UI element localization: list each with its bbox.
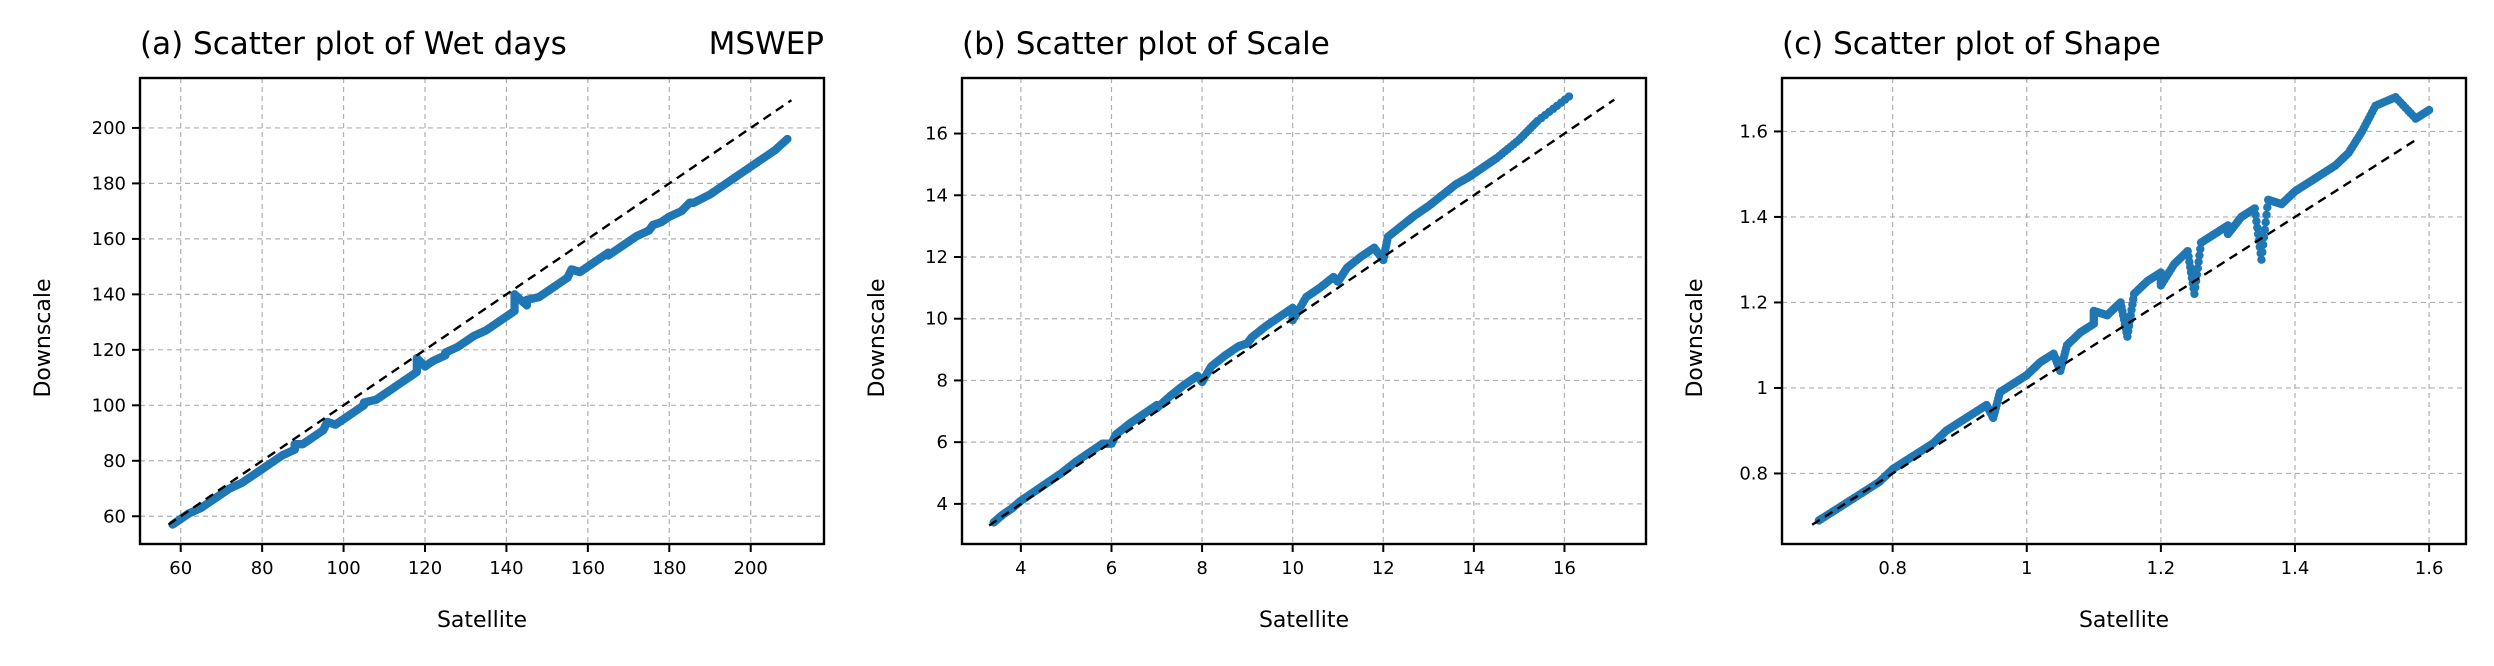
scatter-point: [2129, 295, 2138, 304]
x-axis-label: Satellite: [1259, 608, 1349, 633]
scatter-point: [2253, 223, 2262, 232]
plot-frame: [1780, 76, 2468, 546]
scatter-point: [2196, 244, 2205, 254]
scatter-point: [2262, 210, 2271, 220]
x-axis-label: Satellite: [2079, 608, 2169, 633]
y-tick-label: 16: [925, 124, 948, 145]
x-tick-label: 160: [571, 558, 605, 579]
scatter-point: [2195, 251, 2204, 260]
y-tick-label: 160: [92, 229, 126, 250]
x-tick-label: 12: [1372, 558, 1395, 579]
y-tick-label: 200: [92, 118, 126, 139]
axis-ticks: 0.8 1 1.2 1.4 1.6 0.8 1 1.2 1.4 1.6: [1739, 121, 2443, 579]
one-to-one-line: [167, 99, 793, 526]
x-tick-label: 1: [2021, 558, 2032, 579]
one-to-one-line: [988, 98, 1615, 527]
x-tick-label: 1.4: [2281, 558, 2310, 579]
x-tick-label: 10: [1281, 558, 1304, 579]
x-tick-label: 200: [734, 558, 768, 579]
y-tick-label: 14: [925, 185, 948, 206]
scatter-point: [2251, 210, 2260, 220]
y-tick-label: 60: [103, 506, 126, 527]
y-tick-label: 10: [925, 309, 948, 330]
y-tick-label: 1: [1757, 378, 1768, 399]
panel-title: (b) Scatter plot of Scale: [962, 26, 1330, 62]
scatter-point: [2258, 248, 2267, 257]
x-tick-label: 14: [1462, 558, 1485, 579]
y-tick-label: 120: [92, 340, 126, 361]
scatter-point: [2423, 106, 2432, 116]
scatter-point: [2192, 270, 2202, 279]
y-tick-label: 0.8: [1739, 463, 1768, 484]
scatter-point: [2261, 218, 2270, 227]
scatter-point: [2258, 240, 2268, 249]
y-axis-label: Downscale: [31, 278, 56, 397]
x-tick-label: 100: [326, 558, 360, 579]
x-tick-label: 0.8: [1878, 558, 1907, 579]
panel-title: (a) Scatter plot of Wet days: [140, 26, 567, 62]
y-tick-label: 1.2: [1739, 292, 1768, 313]
x-tick-label: 140: [489, 558, 523, 579]
y-axis-label: Downscale: [1683, 278, 1708, 397]
y-tick-label: 180: [92, 173, 126, 194]
scatter-point: [2191, 283, 2200, 292]
scatter-point: [2193, 264, 2202, 273]
panel-shape: (c) Scatter plot of Shape Satellite Down…: [1683, 26, 2468, 633]
y-tick-label: 80: [103, 451, 126, 472]
scatter-point: [1530, 119, 1540, 128]
y-tick-label: 1.4: [1739, 207, 1768, 228]
scatter-point: [2260, 225, 2270, 234]
x-tick-label: 16: [1553, 558, 1576, 579]
panel-wet-days: (a) Scatter plot of Wet days MSWEP Satel…: [31, 26, 826, 633]
y-tick-label: 12: [925, 247, 948, 268]
x-tick-label: 120: [408, 558, 442, 579]
scatter-point: [2257, 255, 2266, 264]
x-tick-label: 6: [1106, 558, 1117, 579]
x-axis-label: Satellite: [437, 608, 527, 633]
scatter-point: [1560, 95, 1570, 104]
y-tick-label: 4: [937, 494, 948, 515]
y-tick-label: 140: [92, 284, 126, 305]
x-tick-label: 8: [1196, 558, 1207, 579]
scatter-point: [2252, 217, 2261, 226]
x-tick-label: 1.6: [2415, 558, 2444, 579]
x-tick-label: 180: [652, 558, 686, 579]
scatter-points: [989, 92, 1574, 527]
plot-frame: [138, 76, 826, 546]
x-tick-label: 1.2: [2147, 558, 2176, 579]
gridlines: [962, 78, 1646, 544]
panel-title-right: MSWEP: [709, 26, 824, 62]
panel-title: (c) Scatter plot of Shape: [1782, 26, 2161, 62]
gridlines: [140, 78, 824, 544]
x-tick-label: 80: [251, 558, 274, 579]
axis-ticks: 4 6 8 10 12 14 16 4 6 8 10 12 14 16: [925, 124, 1576, 579]
x-tick-label: 4: [1015, 558, 1026, 579]
scatter-point: [781, 136, 791, 145]
scatter-points: [168, 134, 792, 529]
y-tick-label: 100: [92, 395, 126, 416]
x-tick-label: 60: [169, 558, 192, 579]
one-to-one-line: [1811, 138, 2417, 526]
scatter-points: [1814, 93, 2434, 525]
scatter-point: [2263, 203, 2272, 212]
y-tick-label: 6: [937, 432, 948, 453]
scatter-point: [2194, 257, 2203, 267]
axis-ticks: 60 80 100 120 140 160 180 200 60 80 100 120 140 160 18…: [92, 118, 768, 579]
plot-frame: [960, 76, 1648, 546]
panel-scale: (b) Scatter plot of Scale Satellite Down…: [865, 26, 1648, 633]
y-tick-label: 8: [937, 370, 948, 391]
y-tick-label: 1.6: [1739, 121, 1768, 142]
y-axis-label: Downscale: [865, 278, 890, 397]
